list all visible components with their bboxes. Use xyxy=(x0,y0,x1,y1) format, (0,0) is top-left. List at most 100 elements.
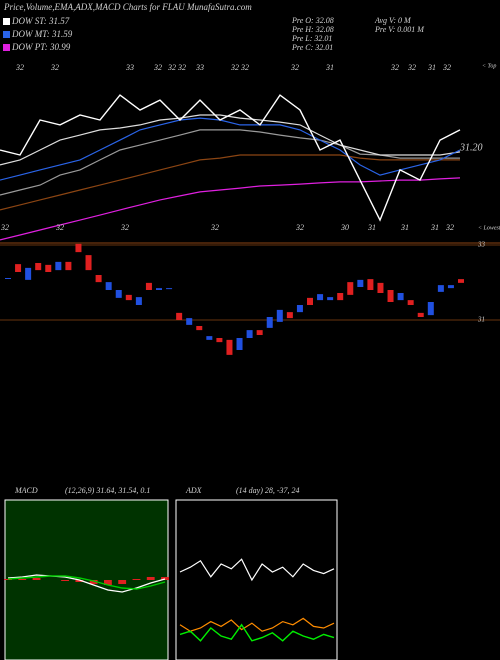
price-label: 31 xyxy=(400,223,409,232)
page-title: Price,Volume,EMA,ADX,MACD Charts for FLA… xyxy=(3,2,252,12)
legend-label: DOW MT: 31.59 xyxy=(11,29,73,39)
series-line xyxy=(179,558,335,582)
panel-title: ADX xyxy=(185,486,203,495)
price-label: 32 xyxy=(240,63,249,72)
stat: Pre C: 32.01 xyxy=(291,43,333,52)
series-line xyxy=(0,177,461,241)
candle-body xyxy=(286,312,293,319)
candle-body xyxy=(196,326,203,331)
legend-swatch xyxy=(3,18,10,25)
candle-body xyxy=(246,330,253,338)
histogram-bar xyxy=(132,579,141,580)
series-line xyxy=(7,575,166,590)
histogram-bar xyxy=(118,580,127,584)
stat: Pre H: 32.08 xyxy=(291,25,334,34)
price-label: 32 xyxy=(295,223,304,232)
histogram-bar xyxy=(75,580,84,582)
legend-label: DOW ST: 31.57 xyxy=(11,16,70,26)
candle-body xyxy=(35,263,42,271)
price-label: 32 xyxy=(15,63,24,72)
histogram-bar xyxy=(89,580,98,584)
candle-body xyxy=(75,243,82,253)
histogram-bar xyxy=(146,577,155,580)
panel-title: MACD xyxy=(14,486,38,495)
candle-body xyxy=(65,261,72,271)
histogram-bar xyxy=(103,580,112,585)
stat: Pre O: 32.08 xyxy=(291,16,334,25)
price-label: 32 xyxy=(167,63,176,72)
candle-body xyxy=(95,275,102,283)
series-line xyxy=(0,117,461,181)
candle-body xyxy=(166,288,173,290)
price-label: 31 xyxy=(427,63,436,72)
price-label: 32 xyxy=(177,63,186,72)
price-label: 32 xyxy=(210,223,219,232)
candle-body xyxy=(337,293,344,301)
price-label: 32 xyxy=(120,223,129,232)
candle-body xyxy=(216,338,223,343)
price-label: 32 xyxy=(153,63,162,72)
price-label: 33 xyxy=(195,63,204,72)
candle-body xyxy=(307,297,313,305)
candle-body xyxy=(256,330,263,335)
candle-body xyxy=(236,338,243,350)
candle-body xyxy=(317,294,324,301)
stat: Pre L: 32.01 xyxy=(291,34,332,43)
price-label: 32 xyxy=(445,223,454,232)
series-line xyxy=(0,154,460,211)
candle-body xyxy=(25,267,32,280)
candle-body xyxy=(125,294,132,301)
candle-body xyxy=(115,290,122,298)
candle-body xyxy=(186,318,193,325)
price-label: 32 xyxy=(230,63,239,72)
candle-body xyxy=(327,297,334,301)
price-label: 32 xyxy=(0,223,9,232)
candle-body xyxy=(55,261,62,271)
price-label: 31 xyxy=(430,223,439,232)
candle-body xyxy=(226,339,233,355)
candle-body xyxy=(266,317,273,328)
histogram-bar xyxy=(4,579,12,580)
marker-label: < Top xyxy=(482,63,496,69)
candle-body xyxy=(206,336,213,340)
stat: Avg V: 0 M xyxy=(374,16,412,25)
candle-body xyxy=(347,282,354,295)
histogram-bar xyxy=(32,578,41,580)
histogram-bar xyxy=(61,580,70,581)
panel-subtitle: (14 day) 28, -37, 24 xyxy=(236,486,300,495)
candle-body xyxy=(105,282,112,290)
candle-body xyxy=(176,312,183,320)
candle-body xyxy=(407,300,414,305)
candle-body xyxy=(85,255,92,271)
price-label: 32 xyxy=(390,63,399,72)
candle-body xyxy=(427,302,434,316)
candle-body xyxy=(145,282,152,290)
series-line xyxy=(0,114,461,166)
price-label: 31 xyxy=(367,223,376,232)
price-label: 31 xyxy=(325,63,334,72)
legend-label: DOW PT: 30.99 xyxy=(11,42,71,52)
y-tick-label: 31 xyxy=(477,316,485,324)
candle-body xyxy=(417,312,424,317)
candle-body xyxy=(45,264,52,272)
panel xyxy=(175,499,338,660)
series-line xyxy=(179,617,335,632)
candle-body xyxy=(357,279,364,287)
candle-body xyxy=(447,285,454,289)
histogram-bar xyxy=(161,577,169,580)
candle-body xyxy=(5,278,11,279)
series-line xyxy=(179,623,335,642)
y-tick-label: 33 xyxy=(477,241,486,249)
series-line xyxy=(0,94,461,222)
histogram-bar xyxy=(18,579,27,580)
candle-body xyxy=(135,297,142,305)
price-label: 33 xyxy=(125,63,134,72)
legend-swatch xyxy=(3,31,10,38)
last-price: 31.20 xyxy=(459,142,483,153)
candle-body xyxy=(276,309,283,322)
candle-body xyxy=(296,305,303,313)
series-line xyxy=(7,574,166,593)
price-label: 32 xyxy=(55,223,64,232)
price-label: 32 xyxy=(50,63,59,72)
